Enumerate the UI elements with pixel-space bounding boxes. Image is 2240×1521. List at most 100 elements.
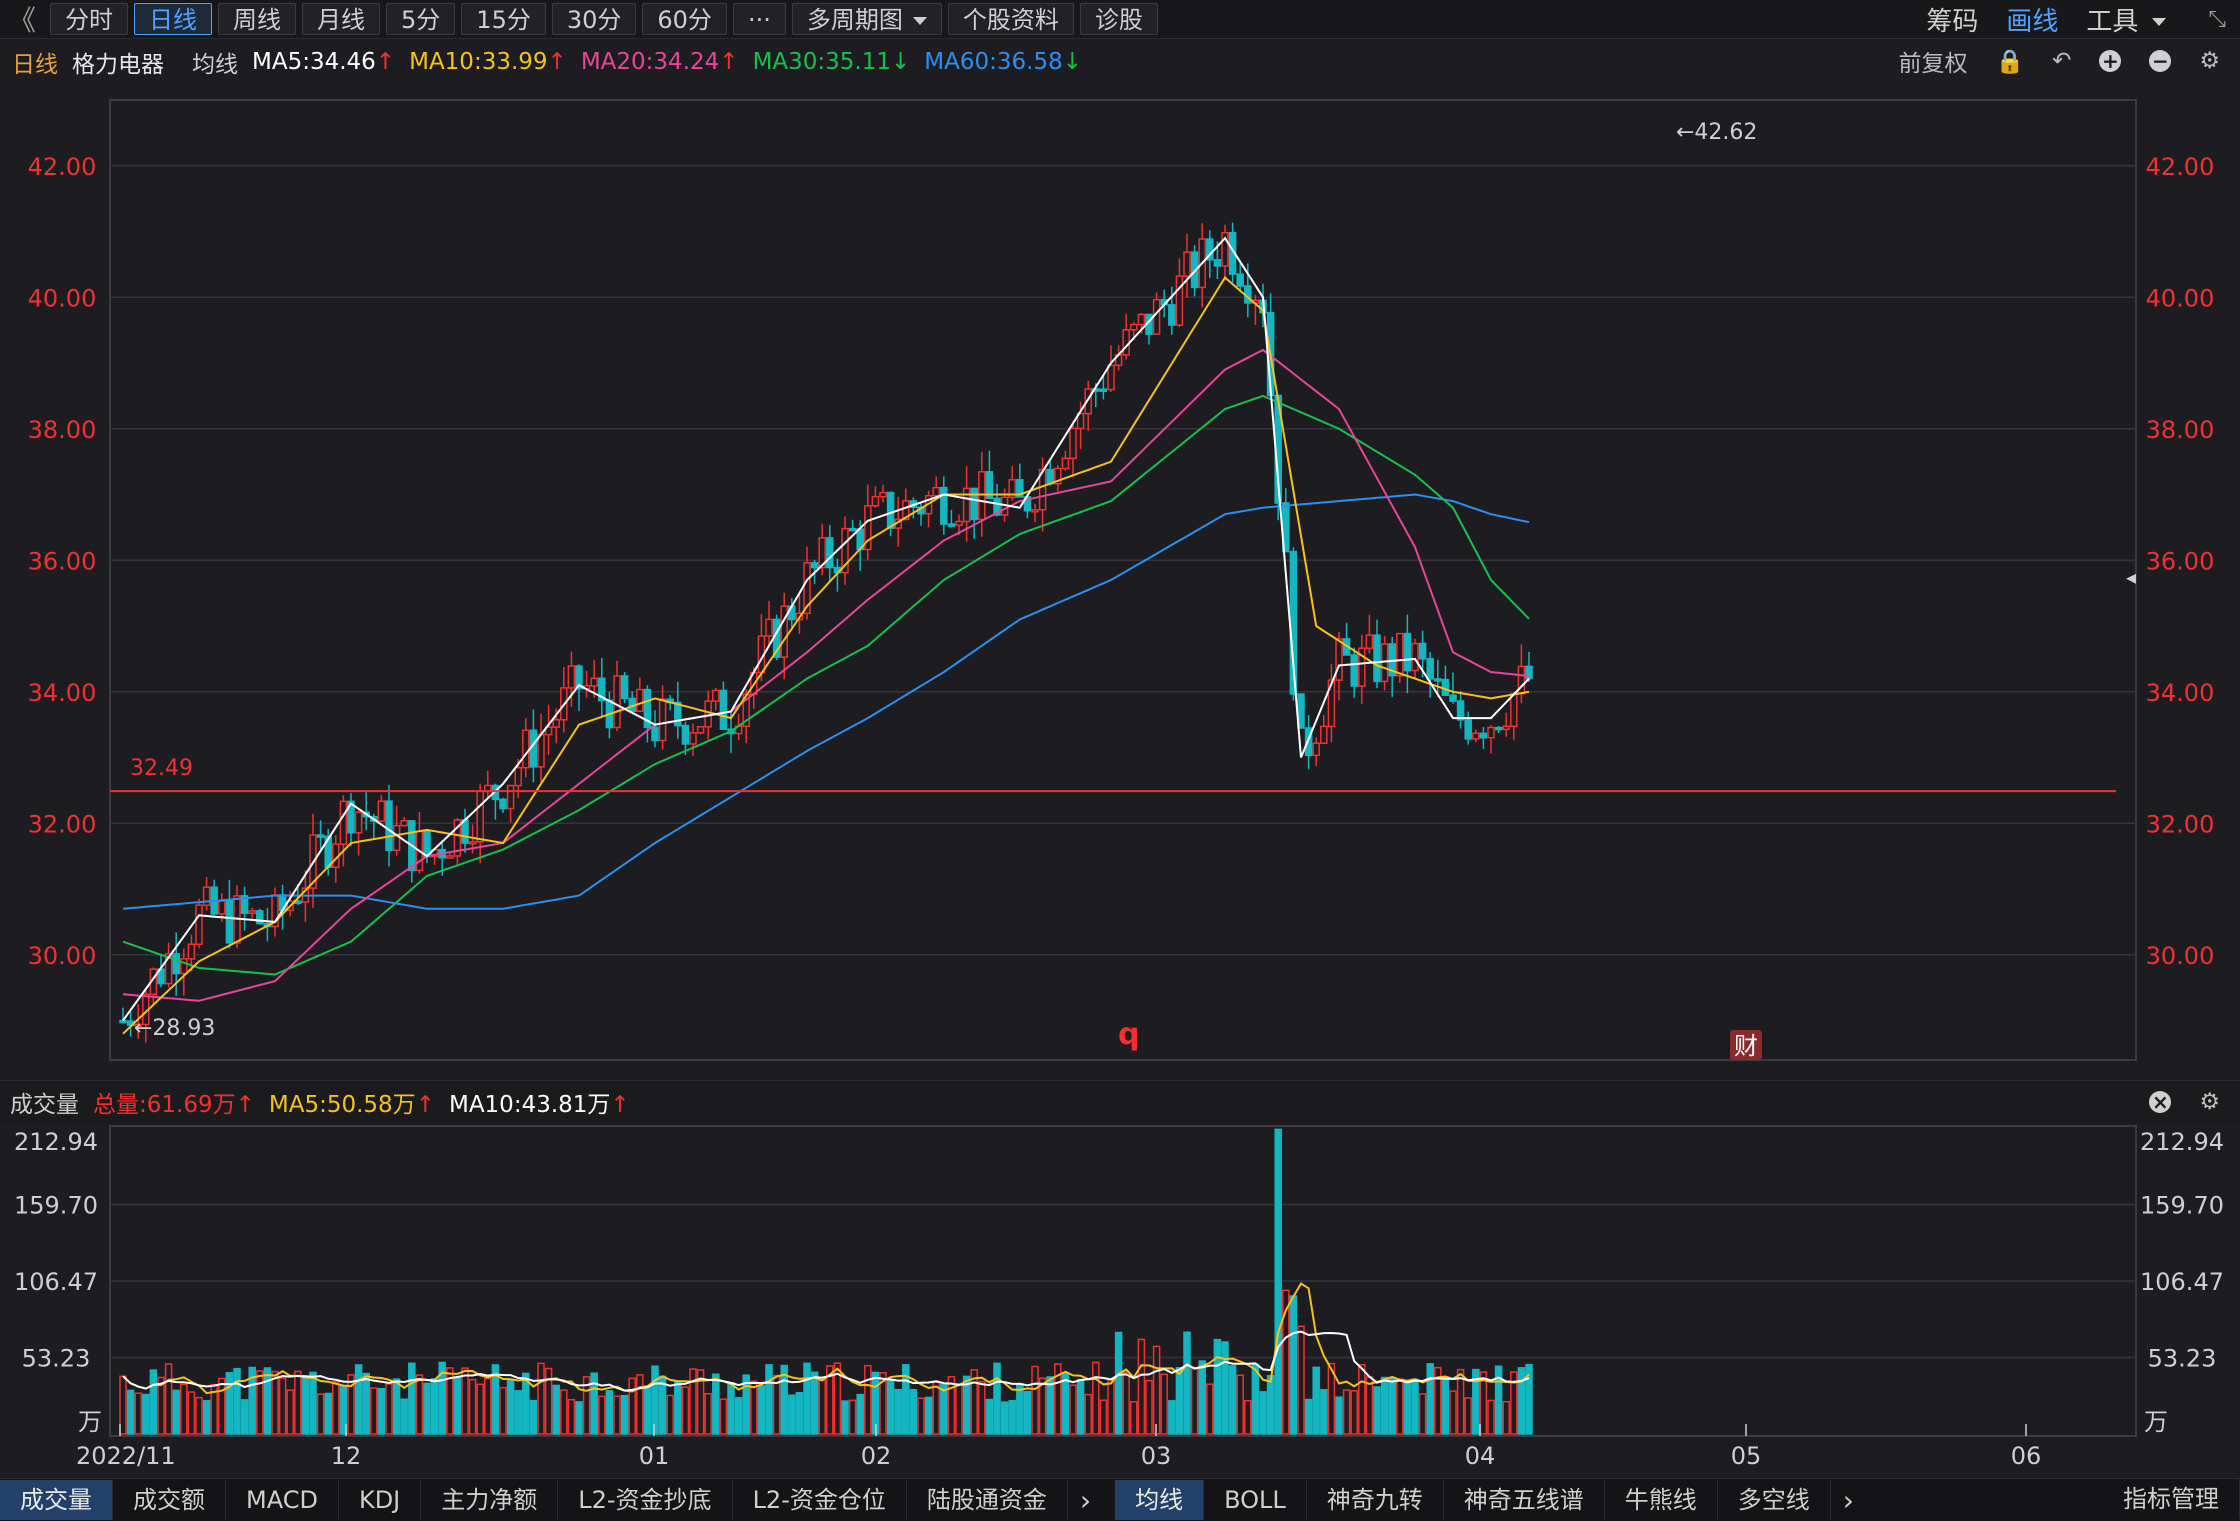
arrow-up-icon: ↑ <box>235 1092 255 1118</box>
close-icon[interactable]: × <box>2149 1091 2172 1113</box>
volume-bar <box>924 1396 933 1435</box>
candle-body <box>392 824 401 852</box>
ma60-line <box>122 493 1530 910</box>
volume-bar <box>841 1400 849 1435</box>
volume-bar <box>392 1378 401 1435</box>
candle-body <box>225 900 234 944</box>
candle-body <box>423 830 431 858</box>
collapse-icon[interactable]: 《 <box>8 4 37 37</box>
candle-body <box>1312 742 1320 757</box>
zoom-in-icon[interactable]: + <box>2099 50 2122 72</box>
candle-body <box>385 800 393 852</box>
period-tab-5[interactable]: 15分 <box>461 3 546 35</box>
indicator-tab-right-2[interactable]: 神奇九转 <box>1307 1480 1444 1520</box>
volume-bar <box>1038 1377 1047 1435</box>
indicator-tab-right-0[interactable]: 均线 <box>1115 1480 1205 1520</box>
indicator-tab-right-5[interactable]: 多空线 <box>1718 1480 1831 1520</box>
indicator-tab-right-4[interactable]: 牛熊线 <box>1605 1480 1718 1520</box>
period-tab-0[interactable]: 分时 <box>50 3 129 35</box>
volume-bar <box>962 1375 971 1435</box>
ma-label[interactable]: 均线 <box>192 52 238 78</box>
candle-body <box>1061 457 1070 470</box>
volume-bar <box>552 1384 560 1435</box>
period-tab-7[interactable]: 60分 <box>642 3 727 35</box>
volume-label[interactable]: 成交量 <box>10 1092 79 1118</box>
candle-body <box>1479 732 1488 739</box>
candle-body <box>164 953 173 985</box>
candle-body <box>552 719 560 728</box>
volume-bar <box>142 1393 150 1435</box>
volume-bar <box>1236 1374 1244 1435</box>
period-tab-9[interactable]: 多周期图 <box>791 3 942 35</box>
ma20-value: MA20:34.24↑ <box>581 49 739 75</box>
period-tab-6[interactable]: 30分 <box>551 3 637 35</box>
candle-body <box>1221 231 1229 267</box>
chevron-right-icon[interactable]: › <box>1842 1483 1854 1517</box>
indicator-tab-left-5[interactable]: L2-资金抄底 <box>558 1480 733 1520</box>
candle-body <box>1525 665 1533 680</box>
event-marker-finance[interactable]: 财 <box>1734 1032 1758 1060</box>
price-chart[interactable]: 42.00 42.00 40.00 40.00 38.00 38.00 36.00 36.00… <box>0 84 2240 1074</box>
volume-bar <box>788 1394 796 1435</box>
indicator-tab-right-1[interactable]: BOLL <box>1204 1480 1307 1520</box>
period-tab-11[interactable]: 诊股 <box>1079 3 1158 35</box>
price-tick-right: 32.00 <box>2146 810 2215 838</box>
period-tab-label: 分时 <box>65 6 114 34</box>
period-tab-10[interactable]: 个股资料 <box>947 3 1074 35</box>
volume-bar <box>1525 1363 1533 1435</box>
indicator-tab-left-7[interactable]: 陆股通资金 <box>907 1480 1068 1520</box>
chip-button[interactable]: 筹码 <box>1926 6 1979 37</box>
indicator-tab-left-2[interactable]: MACD <box>226 1480 339 1520</box>
volume-chart[interactable]: 212.94 212.94 159.70 159.70 106.47 106.47 53.2… <box>0 1124 2240 1476</box>
volume-bar <box>1008 1399 1016 1435</box>
indicator-tab-left-0[interactable]: 成交量 <box>0 1480 113 1520</box>
volume-bar <box>1403 1380 1412 1435</box>
draw-line-button[interactable]: 画线 <box>2006 6 2059 37</box>
zoom-out-icon[interactable]: − <box>2149 50 2172 72</box>
volume-bar <box>1411 1378 1419 1435</box>
candle-body <box>544 726 553 736</box>
indicator-tab-left-4[interactable]: 主力净额 <box>421 1480 559 1520</box>
volume-bar <box>286 1389 294 1435</box>
adjust-menu[interactable]: 前复权 <box>1898 51 1968 77</box>
period-tab-2[interactable]: 周线 <box>218 3 297 35</box>
lock-icon[interactable]: 🔒 <box>1995 48 2025 75</box>
volume-bar <box>1198 1360 1206 1435</box>
undo-icon[interactable]: ↶ <box>2052 48 2072 74</box>
price-tick-left: 40.00 <box>28 284 97 312</box>
candle-body <box>202 886 211 906</box>
tools-menu[interactable]: 工具 <box>2086 1 2180 38</box>
volume-bar <box>1282 1289 1290 1435</box>
period-tab-3[interactable]: 月线 <box>302 3 381 35</box>
chevron-right-icon[interactable]: › <box>1079 1483 1092 1517</box>
period-tab-4[interactable]: 5分 <box>386 3 456 35</box>
volume-bar <box>1122 1371 1130 1435</box>
volume-bar <box>651 1365 659 1435</box>
candle-body <box>256 910 264 925</box>
volume-bar <box>1031 1365 1039 1435</box>
candle-body <box>1418 642 1427 660</box>
period-tab-8[interactable]: ··· <box>732 3 786 35</box>
event-marker-q[interactable]: q <box>1118 1017 1139 1052</box>
volume-total-text: 总量:61.69万 <box>93 1092 236 1118</box>
arrow-up-icon: ↑ <box>547 49 567 75</box>
volume-bar <box>1076 1378 1085 1435</box>
gear-icon[interactable]: ⚙ <box>2199 1089 2220 1115</box>
indicator-manage-button[interactable]: 指标管理 <box>2103 1479 2240 1519</box>
volume-bar <box>1358 1364 1366 1435</box>
candle-body <box>1206 238 1214 261</box>
candle-body <box>453 819 462 857</box>
volume-bar <box>704 1392 712 1435</box>
indicator-tab-left-3[interactable]: KDJ <box>339 1480 422 1520</box>
gear-icon[interactable]: ⚙ <box>2199 48 2220 74</box>
indicator-tab-left-1[interactable]: 成交额 <box>113 1480 226 1520</box>
period-tab-1[interactable]: 日线 <box>134 3 213 35</box>
expand-icon[interactable]: ⤡ <box>2208 6 2226 32</box>
reference-line-label: 32.49 <box>130 756 193 781</box>
candle-body <box>970 487 978 521</box>
indicator-tab-right-3[interactable]: 神奇五线谱 <box>1444 1480 1605 1520</box>
indicator-tab-left-6[interactable]: L2-资金仓位 <box>733 1480 907 1520</box>
arrow-down-icon: ↓ <box>1062 49 1083 75</box>
volume-tick-right: 159.70 <box>2140 1192 2224 1220</box>
volume-bar <box>271 1370 279 1435</box>
